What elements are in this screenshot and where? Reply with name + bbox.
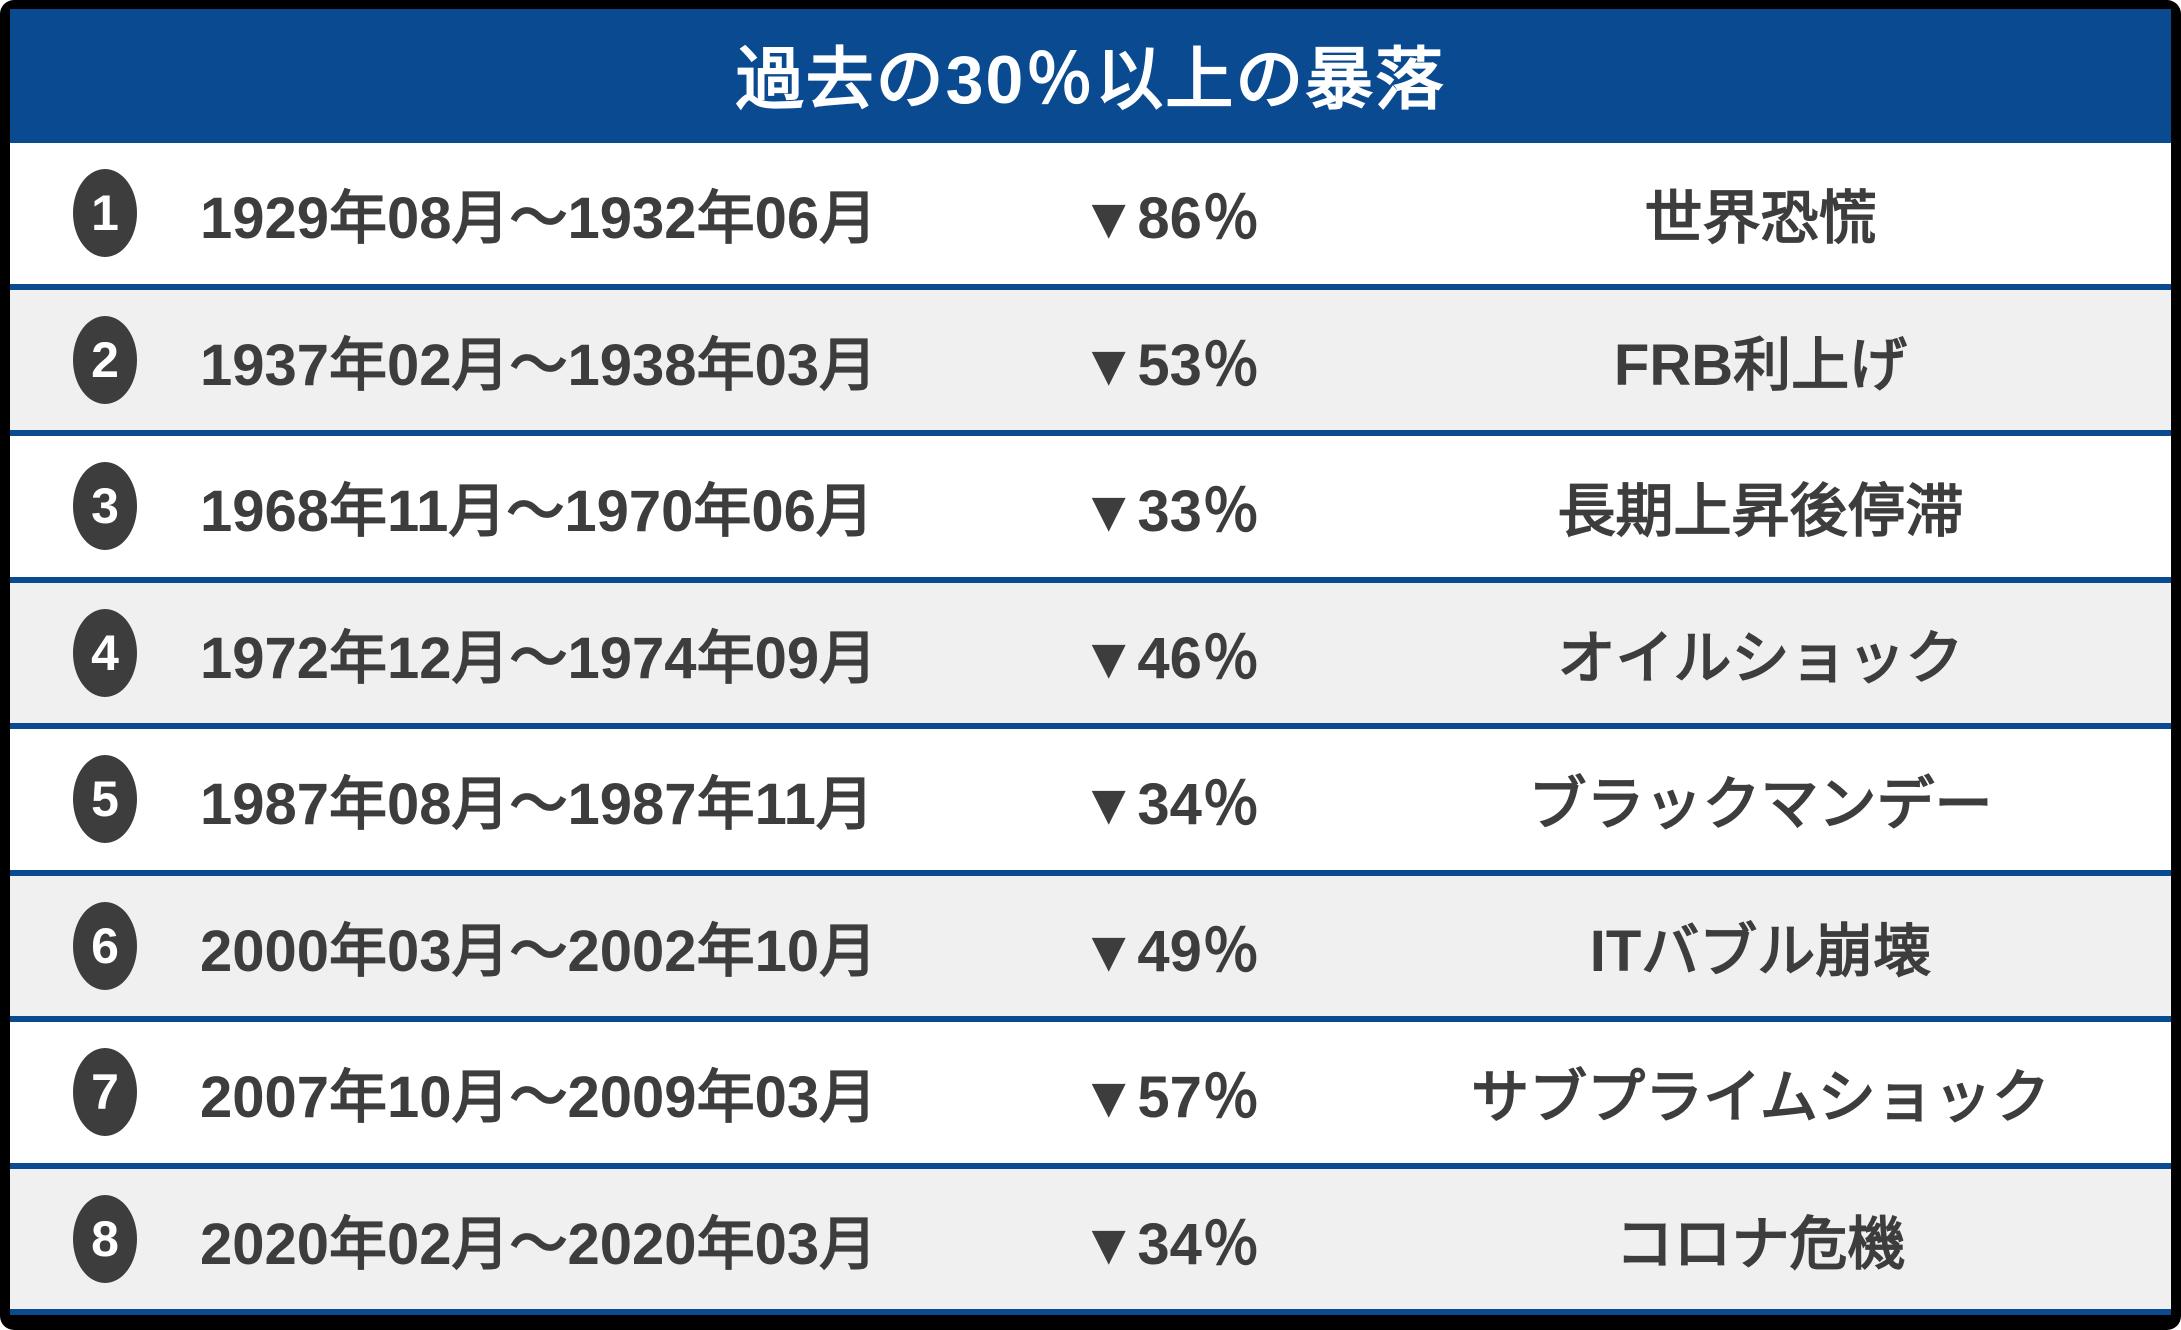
table-row: 5 1987年08月〜1987年11月 ▼34％ ブラックマンデー [10,729,2171,870]
cause-text: FRB利上げ [1613,332,1908,398]
row-number: 4 [91,624,119,681]
numbered-circle-badge: 3 [73,462,137,551]
numbered-circle-badge: 7 [73,1048,137,1137]
table-header: 過去の30％以上の暴落 [10,9,2171,137]
drop-percent: ▼49％ [1080,918,1260,984]
period-text: 2000年03月〜2002年10月 [200,918,878,984]
row-number: 2 [91,331,119,388]
drop-percent: ▼46％ [1080,625,1260,691]
row-number: 3 [91,478,119,535]
row-number: 7 [91,1064,119,1121]
cause-text: ITバブル崩壊 [1589,918,1932,984]
table-row: 1 1929年08月〜1932年06月 ▼86％ 世界恐慌 [10,143,2171,284]
drop-percent: ▼33％ [1080,479,1260,545]
drop-percent: ▼34％ [1080,1211,1260,1277]
table-body: 1 1929年08月〜1932年06月 ▼86％ 世界恐慌 2 1937年02月… [10,143,2171,1309]
row-number: 5 [91,771,119,828]
period-text: 1937年02月〜1938年03月 [200,332,878,398]
cause-text: 世界恐慌 [1644,186,1877,252]
page-title: 過去の30％以上の暴落 [735,41,1446,118]
period-text: 1968年11月〜1970年06月 [200,479,874,545]
drop-percent: ▼57％ [1080,1065,1260,1131]
crash-table: 過去の30％以上の暴落 1 1929年08月〜1932年06月 ▼86％ 世界恐… [10,9,2171,1315]
table-row: 7 2007年10月〜2009年03月 ▼57％ サブプライムショック [10,1022,2171,1163]
period-text: 2007年10月〜2009年03月 [200,1065,878,1131]
cause-text: オイルショック [1557,625,1964,691]
table-row: 2 1937年02月〜1938年03月 ▼53％ FRB利上げ [10,289,2171,430]
cause-text: サブプライムショック [1471,1065,2050,1131]
drop-percent: ▼34％ [1080,772,1260,838]
cause-text: ブラックマンデー [1528,772,1993,838]
numbered-circle-badge: 2 [73,315,137,404]
drop-percent: ▼53％ [1080,332,1260,398]
row-number: 6 [91,917,119,974]
row-number-cell: 5 [10,755,200,844]
table-row: 3 1968年11月〜1970年06月 ▼33％ 長期上昇後停滞 [10,436,2171,577]
table-row: 8 2020年02月〜2020年03月 ▼34％ コロナ危機 [10,1168,2171,1309]
period-text: 1929年08月〜1932年06月 [200,186,878,252]
numbered-circle-badge: 4 [73,608,137,697]
table-row: 4 1972年12月〜1974年09月 ▼46％ オイルショック [10,582,2171,723]
numbered-circle-badge: 1 [73,169,137,258]
row-number: 8 [91,1210,119,1267]
cause-text: 長期上昇後停滞 [1557,479,1964,545]
row-number-cell: 6 [10,901,200,990]
table-row: 6 2000年03月〜2002年10月 ▼49％ ITバブル崩壊 [10,875,2171,1016]
row-number-cell: 3 [10,462,200,551]
numbered-circle-badge: 5 [73,755,137,844]
row-number-cell: 1 [10,169,200,258]
period-text: 1987年08月〜1987年11月 [200,772,874,838]
numbered-circle-badge: 8 [73,1194,137,1283]
row-number: 1 [91,185,119,242]
period-text: 1972年12月〜1974年09月 [200,625,878,691]
row-number-cell: 8 [10,1194,200,1283]
row-number-cell: 4 [10,608,200,697]
row-number-cell: 2 [10,315,200,404]
cause-text: コロナ危機 [1615,1211,1906,1277]
period-text: 2020年02月〜2020年03月 [200,1211,878,1277]
row-number-cell: 7 [10,1048,200,1137]
drop-percent: ▼86％ [1080,186,1260,252]
numbered-circle-badge: 6 [73,901,137,990]
